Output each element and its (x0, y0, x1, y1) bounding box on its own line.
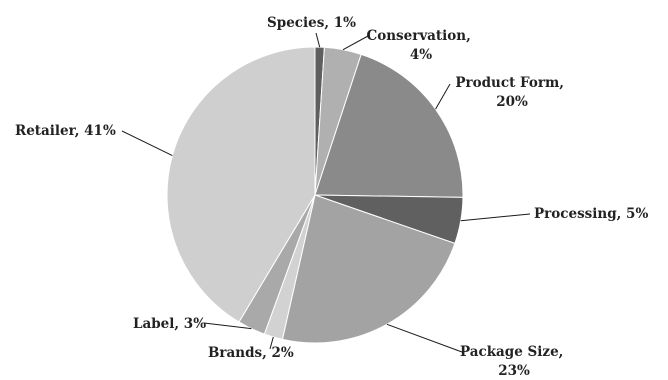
leader-package-size (386, 323, 463, 353)
leader-label (203, 322, 252, 330)
label-product-form-line1: Product Form, (455, 75, 564, 91)
label-conservation: Conservation, 4% (366, 28, 475, 63)
label-conservation-line1: Conservation, (366, 28, 470, 44)
label-label: Label, 3% (133, 316, 206, 332)
slice-product-form (314, 53, 464, 198)
leader-conservation (342, 35, 369, 51)
label-package-size-line1: Package Size, (460, 344, 563, 360)
label-package-size-line2: 23% (498, 363, 530, 379)
label-brands: Brands, 2% (208, 345, 294, 361)
label-processing: Processing, 5% (534, 206, 648, 222)
label-product-form-line2: 20% (496, 94, 528, 110)
label-package-size: Package Size, 23% (460, 344, 568, 379)
label-product-form: Product Form, 20% (455, 75, 568, 110)
leader-species (315, 32, 321, 48)
leader-lines (121, 32, 531, 353)
leader-processing (460, 213, 531, 222)
leader-brands (269, 336, 274, 350)
pie-slices (166, 46, 464, 344)
leader-retailer (121, 130, 173, 157)
leader-product-form (435, 83, 451, 110)
label-species: Species, 1% (267, 15, 356, 31)
label-retailer: Retailer, 41% (15, 123, 116, 139)
label-conservation-line2: 4% (410, 47, 432, 63)
